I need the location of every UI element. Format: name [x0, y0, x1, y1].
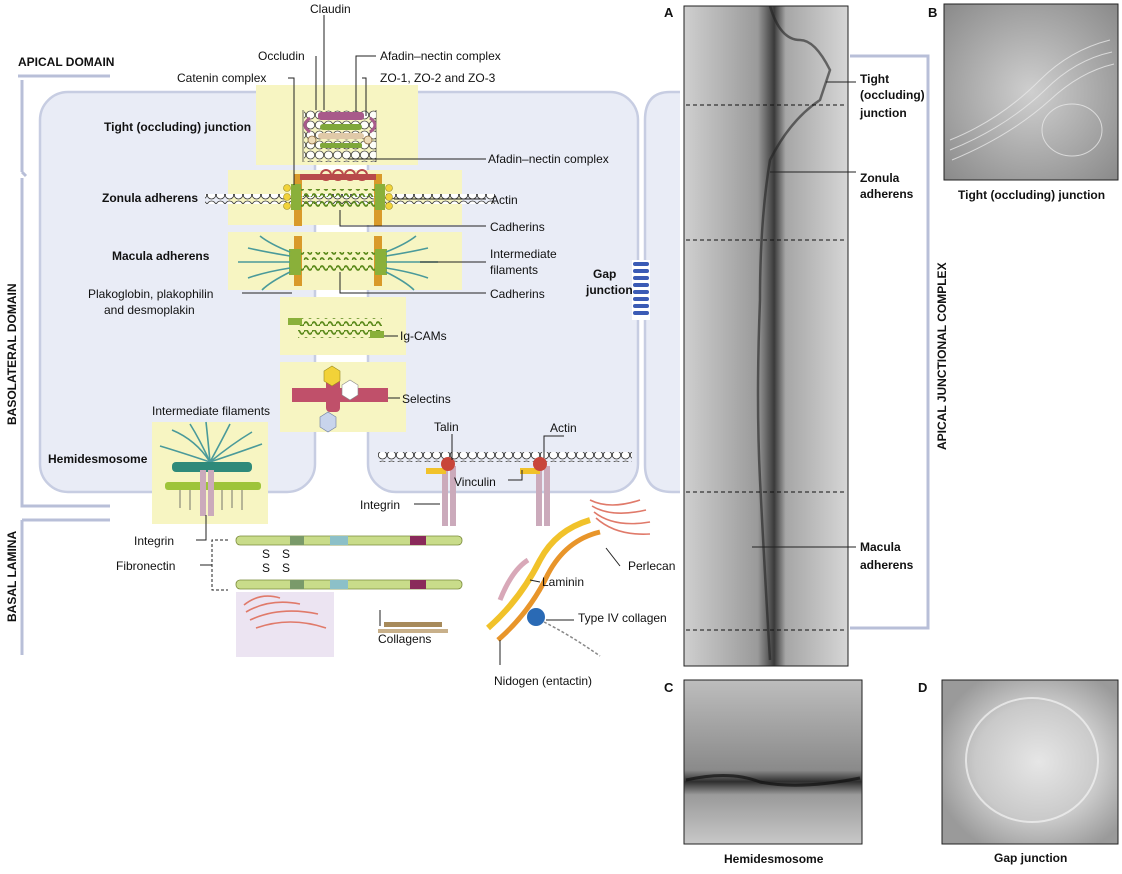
panel-a-tight-line2: (occluding) — [860, 88, 925, 102]
tight-junction-label: Tight (occluding) junction — [104, 120, 251, 134]
plakoglobin-line2: and desmoplakin — [104, 303, 195, 317]
intermediate-filaments-hemi-label: Intermediate filaments — [152, 404, 270, 418]
micrograph-b: B Tight (occluding) junction — [928, 3, 1119, 202]
afadin-nectin-top-label: Afadin–nectin complex — [380, 49, 501, 63]
catenin-complex-label: Catenin complex — [177, 71, 266, 85]
actin-integrin-schematic — [378, 452, 632, 526]
intermediate-filaments-line2: filaments — [490, 263, 538, 277]
igcams-label: Ig-CAMs — [400, 329, 447, 343]
panel-b-letter: B — [928, 5, 937, 20]
panel-a-letter: A — [664, 5, 674, 20]
nidogen-label: Nidogen (entactin) — [494, 674, 592, 688]
laminin-label: Laminin — [542, 575, 584, 589]
integrin-left-label: Integrin — [134, 534, 174, 548]
panel-d-letter: D — [918, 680, 927, 695]
collagens-label: Collagens — [378, 632, 431, 646]
disulfide-s1a: S — [262, 547, 270, 561]
panel-a-macula-line2: adherens — [860, 558, 914, 572]
afadin-nectin-mid-label: Afadin–nectin complex — [488, 152, 609, 166]
talin-label: Talin — [434, 420, 459, 434]
gap-junction-line1: Gap — [593, 267, 616, 281]
zonula-adherens-schematic — [205, 169, 495, 226]
panel-a-macula-line1: Macula — [860, 540, 901, 554]
intermediate-filaments-line1: Intermediate — [490, 247, 557, 261]
macula-adherens-label: Macula adherens — [112, 249, 210, 263]
type-iv-collagen-label: Type IV collagen — [578, 611, 667, 625]
actin-right-label: Actin — [491, 193, 518, 207]
basolateral-domain-label: BASOLATERAL DOMAIN — [5, 283, 19, 425]
disulfide-s1b: S — [262, 561, 270, 575]
perlecan-label: Perlecan — [628, 559, 675, 573]
actin-bottom-label: Actin — [550, 421, 577, 435]
panel-c-caption: Hemidesmosome — [724, 852, 824, 866]
micrograph-c: C Hemidesmosome — [664, 679, 863, 866]
panel-a-zonula-line1: Zonula — [860, 171, 900, 185]
claudin-label: Claudin — [310, 2, 351, 16]
vinculin-label: Vinculin — [454, 475, 496, 489]
schematic-labels: Claudin Occludin Afadin–nectin complex C… — [48, 2, 675, 688]
basal-lamina-label: BASAL LAMINA — [5, 531, 19, 622]
selectins-label: Selectins — [402, 392, 451, 406]
gap-junction-line2: junction — [585, 283, 633, 297]
disulfide-s2a: S — [282, 547, 290, 561]
occludin-label: Occludin — [258, 49, 305, 63]
integrin-mid-label: Integrin — [360, 498, 400, 512]
micrograph-d: D Gap junction — [918, 679, 1119, 865]
selectins-schematic — [292, 365, 388, 433]
panel-c-letter: C — [664, 680, 674, 695]
panel-a-zonula-line2: adherens — [860, 187, 914, 201]
leader-lines — [196, 15, 621, 665]
zo-proteins-label: ZO-1, ZO-2 and ZO-3 — [380, 71, 496, 85]
igcams-schematic — [288, 318, 384, 338]
gap-junction-schematic — [632, 260, 650, 320]
apical-domain-label: APICAL DOMAIN — [18, 55, 114, 69]
hemidesmosome-schematic — [159, 421, 263, 516]
domain-brackets: APICAL DOMAIN BASOLATERAL DOMAIN BASAL L… — [5, 55, 114, 655]
panel-a-tight-line3: junction — [859, 106, 907, 120]
zonula-adherens-label: Zonula adherens — [102, 191, 198, 205]
panel-d-caption: Gap junction — [994, 851, 1067, 865]
micrograph-a: A Tight (occluding) junction Zonula adhe… — [664, 5, 949, 667]
panel-b-caption: Tight (occluding) junction — [958, 188, 1105, 202]
hemidesmosome-label: Hemidesmosome — [48, 452, 148, 466]
panel-a-tight-line1: Tight — [860, 72, 889, 86]
fibronectin-rods — [211, 535, 463, 591]
apical-junctional-complex-label: APICAL JUNCTIONAL COMPLEX — [935, 262, 949, 450]
disulfide-s2b: S — [282, 561, 290, 575]
tight-junction-schematic — [302, 110, 377, 162]
cadherins-2-label: Cadherins — [490, 287, 545, 301]
perlecan-fans — [243, 499, 651, 629]
cadherins-1-label: Cadherins — [490, 220, 545, 234]
laminin-collagen-lattice — [378, 517, 601, 657]
plakoglobin-line1: Plakoglobin, plakophilin — [88, 287, 213, 301]
fibronectin-label: Fibronectin — [116, 559, 175, 573]
